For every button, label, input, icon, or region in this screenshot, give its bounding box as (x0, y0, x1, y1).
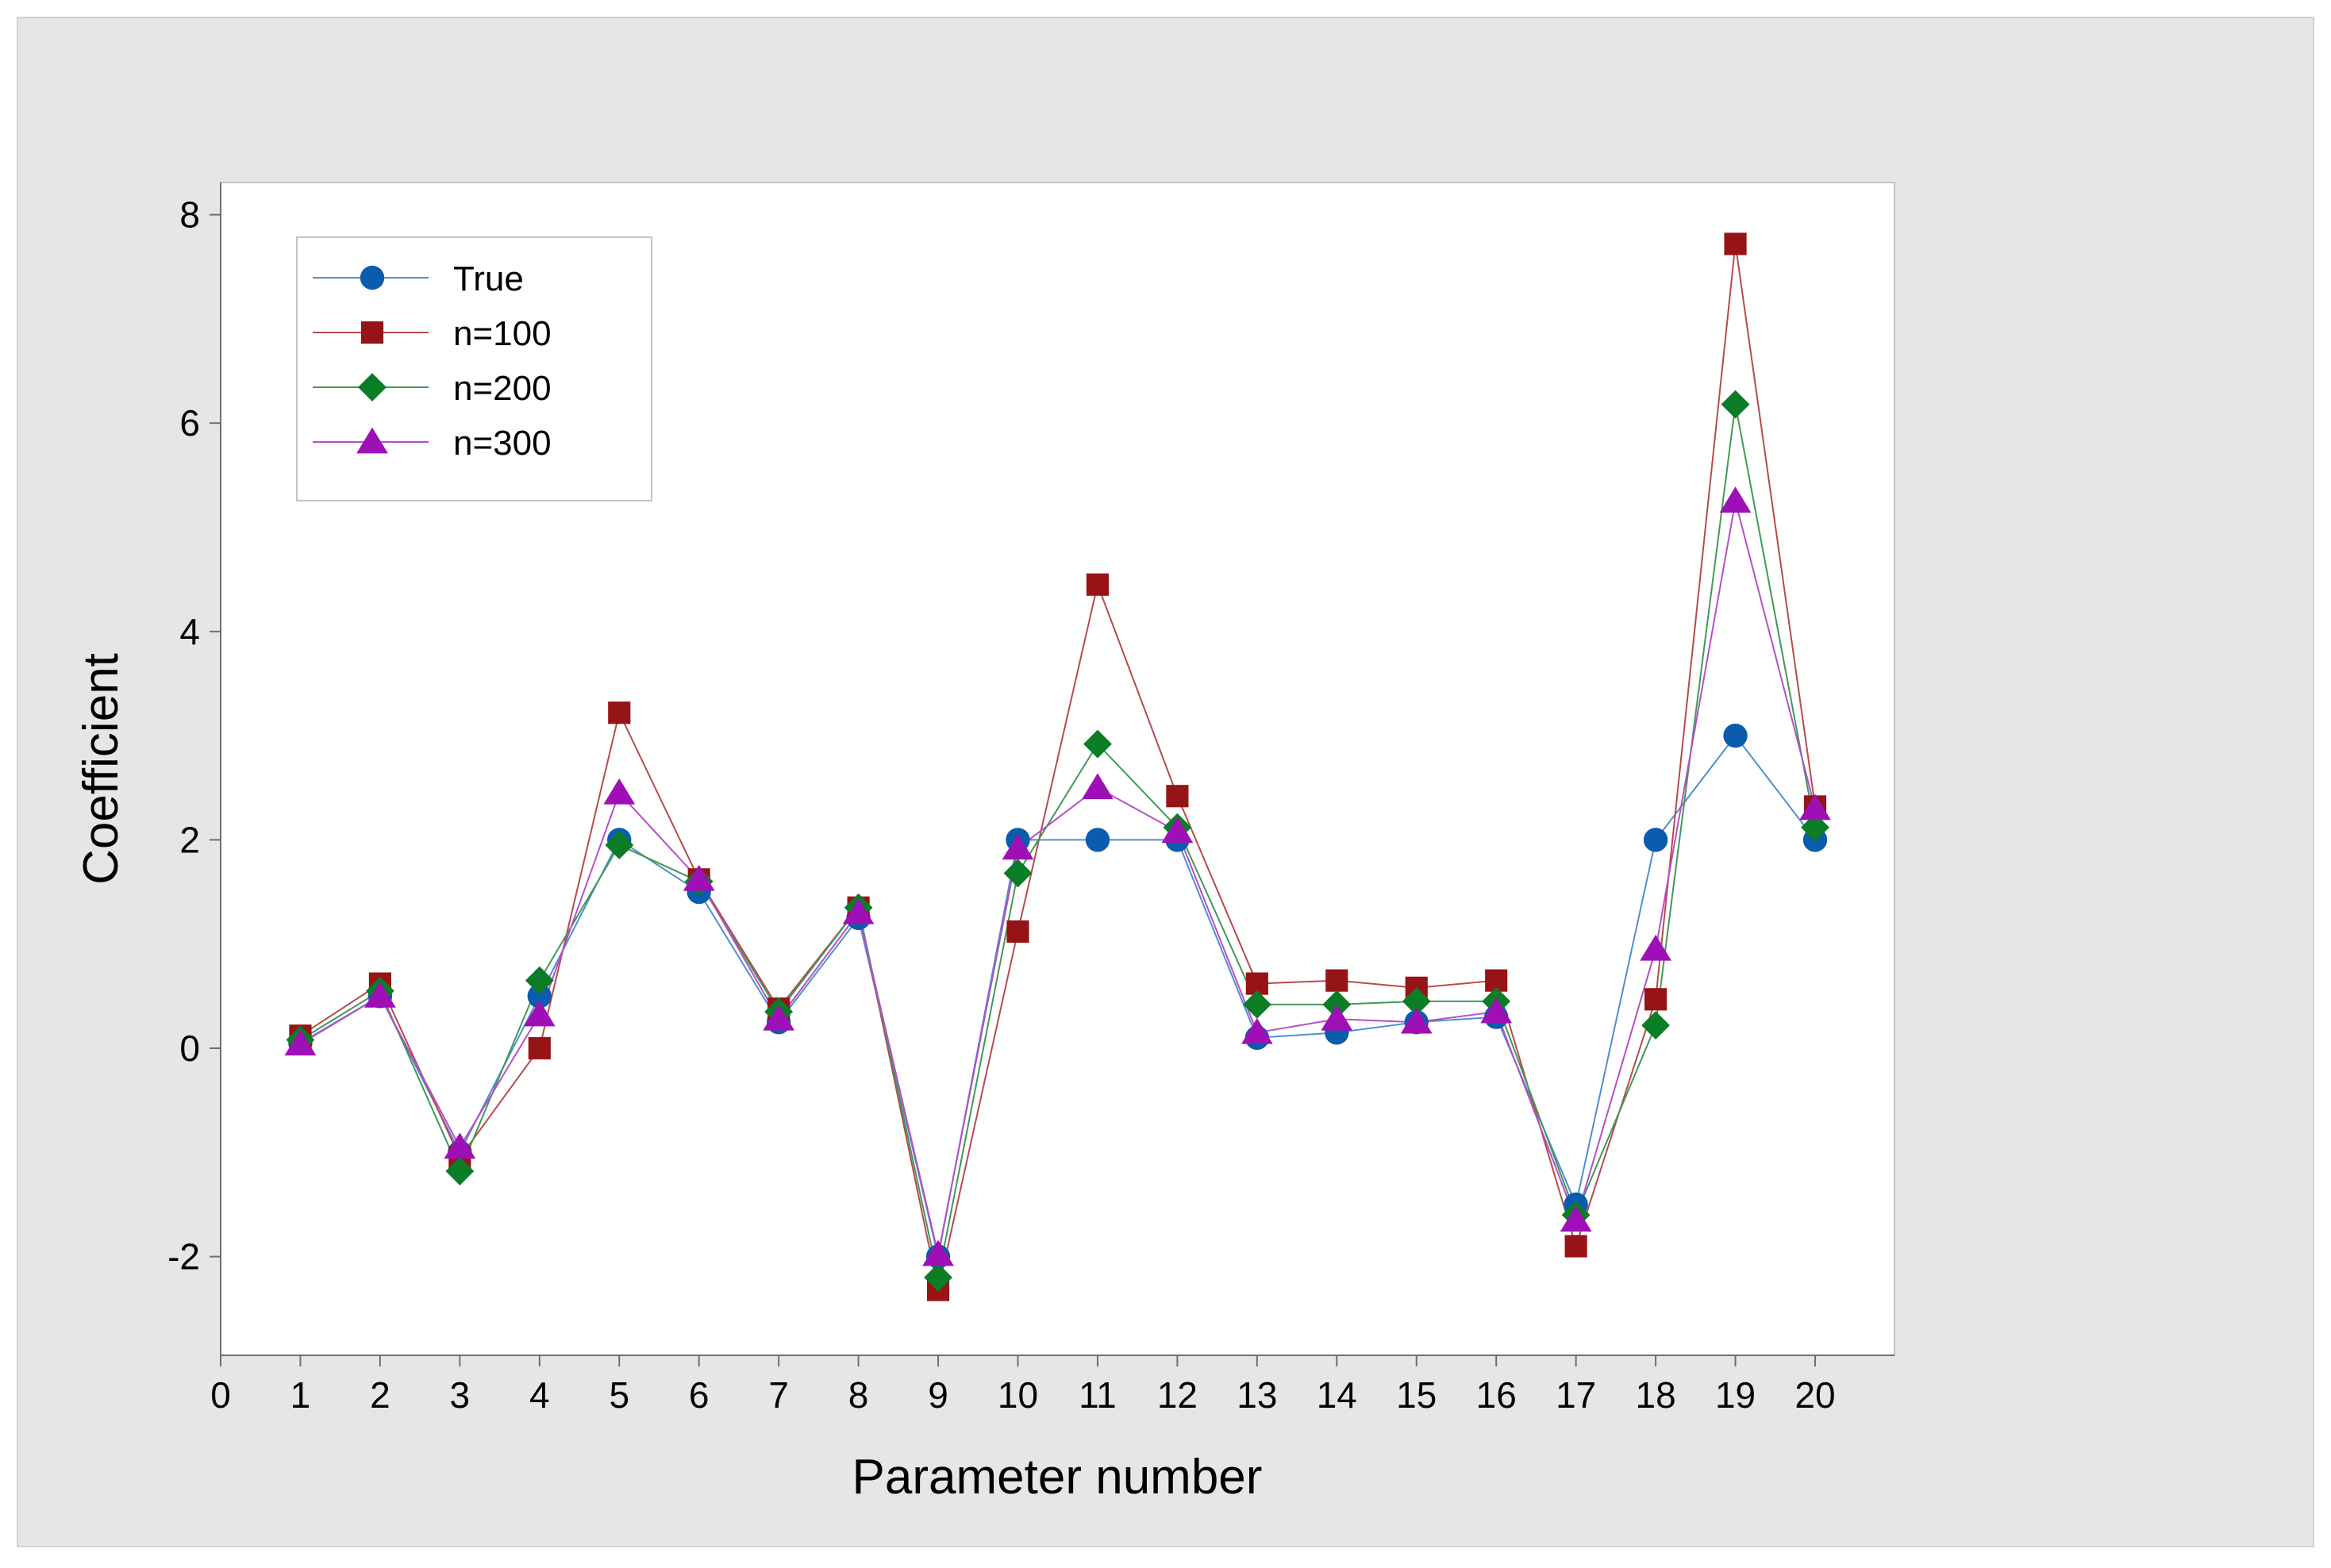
data-point-n300 (1400, 1007, 1433, 1034)
data-point-n200 (1721, 390, 1750, 419)
y-tick-label: 8 (179, 194, 200, 236)
series-line-n200 (299, 404, 1816, 1278)
legend-label-true: True (453, 259, 524, 298)
data-point-n300 (842, 897, 875, 924)
x-tick-label: 16 (1476, 1374, 1517, 1416)
x-tick-label: 17 (1556, 1374, 1596, 1416)
y-tick-label: 0 (179, 1028, 200, 1069)
x-tick-label: 20 (1794, 1374, 1835, 1416)
data-point-n300 (1480, 997, 1513, 1024)
x-tick-label: 2 (370, 1374, 390, 1416)
data-point-n300 (763, 1004, 795, 1031)
legend-marker-n100 (360, 321, 384, 344)
data-point-n300 (1640, 934, 1671, 961)
data-point-n200 (525, 966, 554, 995)
data-point-n200 (1083, 729, 1112, 759)
data-point-n100 (1166, 785, 1189, 808)
data-point-n300 (1082, 773, 1114, 800)
data-point-n100 (1086, 573, 1110, 596)
data-point-n300 (1719, 486, 1752, 513)
x-tick-label: 3 (450, 1374, 471, 1416)
data-point-true (1723, 723, 1748, 748)
x-tick-label: 5 (609, 1374, 629, 1416)
x-tick-label: 9 (928, 1374, 948, 1416)
data-point-n300 (1161, 817, 1194, 844)
data-point-n300 (364, 981, 396, 1008)
y-tick-label: 6 (179, 402, 200, 444)
data-point-n100 (1325, 969, 1348, 992)
series-line-n300 (299, 501, 1816, 1255)
data-point-n200 (1402, 986, 1431, 1016)
data-point-n200 (445, 1157, 475, 1186)
data-point-n300 (1002, 833, 1034, 860)
data-point-n300 (683, 864, 715, 891)
x-tick-label: 1 (290, 1374, 311, 1416)
legend-marker-true (360, 265, 385, 290)
data-point-n300 (523, 1000, 556, 1027)
data-point-n200 (1801, 813, 1829, 842)
data-point-n300 (603, 778, 636, 805)
x-tick-label: 0 (210, 1374, 231, 1416)
data-point-true (1085, 828, 1110, 852)
data-point-n200 (1242, 990, 1271, 1019)
legend: True n=100 n=200 n=300 (296, 236, 652, 502)
legend-box (296, 236, 652, 502)
legend-marker-n300 (356, 427, 388, 454)
data-point-n200 (1003, 859, 1033, 888)
y-tick-label: -2 (167, 1236, 200, 1278)
series-line-n100 (299, 244, 1816, 1290)
data-point-n200 (1641, 1011, 1671, 1040)
y-tick-label: 2 (179, 819, 200, 860)
x-tick-label: 18 (1636, 1374, 1676, 1416)
legend-marker-n200 (358, 373, 387, 402)
data-point-n300 (1560, 1205, 1592, 1232)
y-tick-label: 4 (179, 611, 200, 652)
x-tick-label: 10 (998, 1374, 1038, 1416)
data-point-n300 (1321, 1004, 1353, 1031)
data-point-n200 (605, 831, 634, 859)
series-line-true (299, 734, 1816, 1257)
legend-label-n300: n=300 (453, 424, 552, 463)
x-axis-title: Parameter number (852, 1450, 1263, 1505)
data-point-n300 (922, 1239, 954, 1266)
data-point-n100 (608, 701, 631, 724)
data-point-n300 (1241, 1017, 1273, 1044)
y-axis-title: Coefficient (74, 653, 129, 885)
x-tick-label: 14 (1317, 1374, 1357, 1416)
legend-label-n200: n=200 (453, 369, 552, 408)
x-tick-label: 7 (768, 1374, 789, 1416)
data-point-n300 (284, 1029, 317, 1056)
legend-label-n100: n=100 (453, 314, 552, 353)
x-tick-label: 6 (689, 1374, 710, 1416)
data-point-n300 (444, 1132, 476, 1159)
x-tick-label: 11 (1079, 1374, 1117, 1416)
data-point-n100 (1564, 1235, 1587, 1258)
x-tick-label: 4 (529, 1374, 550, 1416)
data-point-n100 (528, 1036, 551, 1060)
x-tick-label: 13 (1237, 1374, 1277, 1416)
data-point-n300 (1799, 794, 1831, 821)
series-layer (284, 233, 1831, 1301)
x-tick-label: 12 (1157, 1374, 1198, 1416)
x-tick-label: 15 (1396, 1374, 1437, 1416)
data-point-n200 (924, 1262, 952, 1292)
data-point-true (527, 984, 552, 1009)
data-point-true (1643, 828, 1668, 852)
data-point-n100 (1006, 920, 1029, 943)
x-tick-label: 19 (1715, 1374, 1756, 1416)
data-point-n100 (1724, 233, 1747, 256)
x-tick-label: 8 (848, 1374, 869, 1416)
data-point-n100 (1644, 988, 1667, 1011)
